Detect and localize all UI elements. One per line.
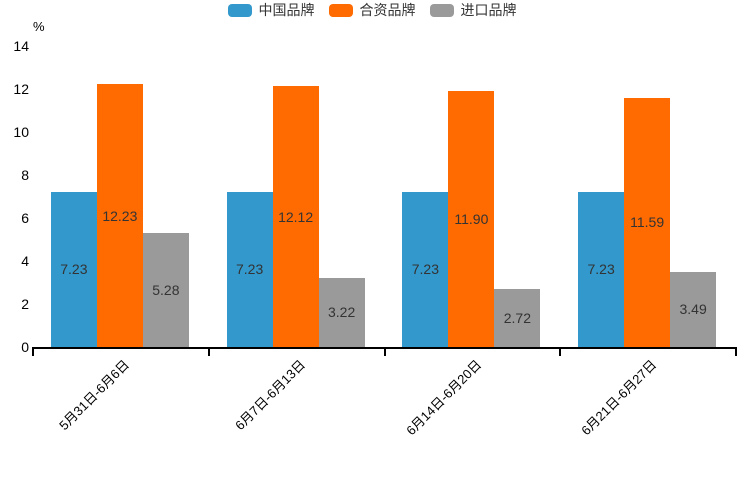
- y-axis-tick-label: 2: [21, 296, 29, 312]
- legend-swatch-icon: [328, 3, 353, 17]
- x-axis-tick-mark: [32, 349, 34, 356]
- bar-value-label: 3.22: [328, 304, 356, 321]
- bar-series3-cat2[interactable]: [318, 277, 365, 347]
- legend-item-2[interactable]: 合资品牌: [328, 2, 416, 18]
- x-axis-line: [32, 347, 737, 349]
- bar-series2-cat2[interactable]: [272, 86, 319, 347]
- legend-label: 合资品牌: [359, 2, 416, 18]
- bar-value-label: 5.28: [152, 282, 180, 299]
- bar-value-label: 12.12: [278, 208, 314, 225]
- bar-value-label: 7.23: [236, 261, 264, 278]
- bar-value-label: 7.23: [587, 261, 615, 278]
- bar-value-label: 11.59: [630, 214, 665, 231]
- bar-series3-cat4[interactable]: [670, 271, 717, 347]
- bar-series1-cat3[interactable]: [402, 191, 449, 347]
- x-axis-tick-mark: [559, 349, 562, 356]
- bar-series1-cat4[interactable]: [578, 191, 625, 347]
- bar-value-label: 7.23: [411, 261, 439, 278]
- y-axis-tick-label: 12: [13, 81, 29, 97]
- bar-series1-cat2[interactable]: [226, 191, 273, 347]
- legend-swatch-icon: [227, 3, 252, 17]
- x-axis-category-label: 6月21日-6月27日: [578, 357, 660, 439]
- legend-label: 中国品牌: [258, 2, 315, 18]
- y-axis-tick-label: 14: [13, 38, 29, 54]
- y-axis-tick-label: 6: [21, 210, 29, 226]
- bar-series2-cat4[interactable]: [624, 97, 671, 347]
- bar-value-label: 12.23: [102, 207, 138, 224]
- x-axis-tick-mark: [383, 349, 386, 356]
- y-axis-tick-label: 4: [21, 253, 29, 269]
- legend-swatch-icon: [429, 3, 454, 17]
- y-axis-tick-label: 0: [21, 339, 29, 355]
- bar-value-label: 3.49: [679, 301, 707, 318]
- legend-label: 进口品牌: [460, 2, 517, 18]
- x-axis-tick-mark: [735, 349, 737, 356]
- bar-series2-cat1[interactable]: [96, 84, 143, 347]
- bar-series2-cat3[interactable]: [448, 91, 495, 347]
- x-axis-tick-mark: [207, 349, 210, 356]
- bar-value-label: 2.72: [503, 309, 531, 326]
- bar-value-label: 11.90: [454, 211, 489, 228]
- y-axis-unit-label: %: [33, 19, 45, 34]
- bar-series1-cat1[interactable]: [50, 191, 97, 347]
- chart-legend: 中国品牌 合资品牌 进口品牌: [0, 0, 744, 20]
- x-axis-category-label: 6月14日-6月20日: [402, 357, 484, 439]
- bar-value-label: 7.23: [60, 261, 88, 278]
- bar-series3-cat1[interactable]: [142, 233, 189, 347]
- bar-series3-cat3[interactable]: [494, 288, 541, 347]
- legend-item-1[interactable]: 中国品牌: [227, 2, 315, 18]
- y-axis-tick-label: 10: [13, 124, 29, 140]
- y-axis-tick-label: 8: [21, 167, 29, 183]
- x-axis-category-label: 5月31日-6月6日: [56, 357, 133, 434]
- legend-item-3[interactable]: 进口品牌: [429, 2, 517, 18]
- x-axis-category-label: 6月7日-6月13日: [232, 357, 309, 434]
